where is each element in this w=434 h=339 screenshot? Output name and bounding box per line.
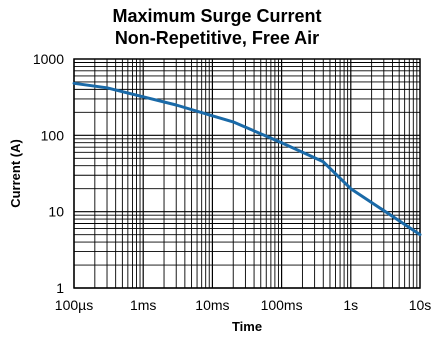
plot-frame <box>73 58 421 289</box>
chart-title-line-1: Maximum Surge Current <box>112 6 322 26</box>
series-line-0 <box>72 81 422 237</box>
x-tick-label: 100µs <box>55 297 93 313</box>
x-tick-label: 10s <box>409 297 432 313</box>
y-tick-label: 100 <box>41 127 65 143</box>
x-tick-label: 1ms <box>130 297 156 313</box>
x-axis-label: Time <box>232 319 262 334</box>
y-tick-label: 1 <box>56 280 64 296</box>
y-tick-label: 10 <box>48 204 64 220</box>
chart-title-line-2: Non-Repetitive, Free Air <box>114 28 320 48</box>
x-tick-label: 100ms <box>261 297 303 313</box>
y-axis-label: Current (A) <box>8 139 23 208</box>
x-tick-label: 10ms <box>195 297 229 313</box>
y-tick-label: 1000 <box>33 51 64 67</box>
x-tick-label: 1s <box>343 297 358 313</box>
